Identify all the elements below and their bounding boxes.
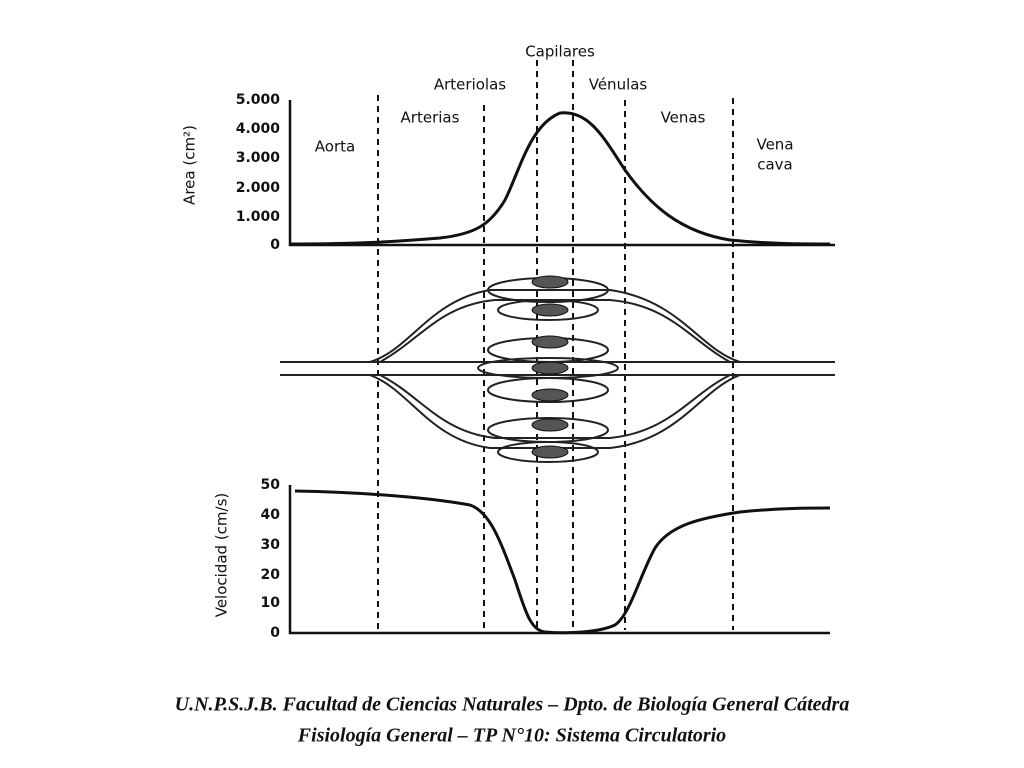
- tick-label: 30: [261, 537, 281, 553]
- label: Aorta: [315, 138, 355, 156]
- footer: Fisiología General – TP N°10: Sistema Ci…: [297, 725, 726, 747]
- axis-title: Velocidad (cm/s): [213, 493, 231, 618]
- tick-label: 40: [261, 507, 281, 523]
- tick-label: 2.000: [236, 180, 281, 196]
- velocity-curve: [294, 489, 831, 635]
- axis-title: Area (cm²): [181, 125, 199, 205]
- axis: [288, 485, 830, 635]
- area-curve: [289, 111, 831, 246]
- label: Arterias: [401, 109, 460, 127]
- velocity-chart: 50 40 30 20 10 0 Velocidad (cm/s): [213, 477, 831, 641]
- label: cava: [757, 156, 793, 174]
- label: Arteriolas: [434, 76, 506, 94]
- tick-label: 1.000: [236, 209, 281, 225]
- tick-label: 0: [270, 625, 280, 641]
- tick-label: 5.000: [236, 92, 281, 108]
- axis: [288, 100, 835, 247]
- tick-label: 10: [261, 595, 281, 611]
- area-chart: 5.000 4.000 3.000 2.000 1.000 0 Area (cm…: [181, 92, 835, 253]
- vessels: [280, 275, 835, 463]
- tick-label: 20: [261, 567, 281, 583]
- label: Venas: [661, 109, 706, 127]
- tick-label: 0: [270, 237, 280, 253]
- tick-label: 4.000: [236, 121, 281, 137]
- footer: U.N.P.S.J.B. Facultad de Ciencias Natura…: [175, 694, 850, 716]
- label: Vena: [756, 136, 793, 154]
- tick-label: 3.000: [236, 150, 281, 166]
- tick-label: 50: [261, 477, 281, 493]
- label: Capilares: [525, 43, 595, 61]
- label: Vénulas: [589, 76, 648, 94]
